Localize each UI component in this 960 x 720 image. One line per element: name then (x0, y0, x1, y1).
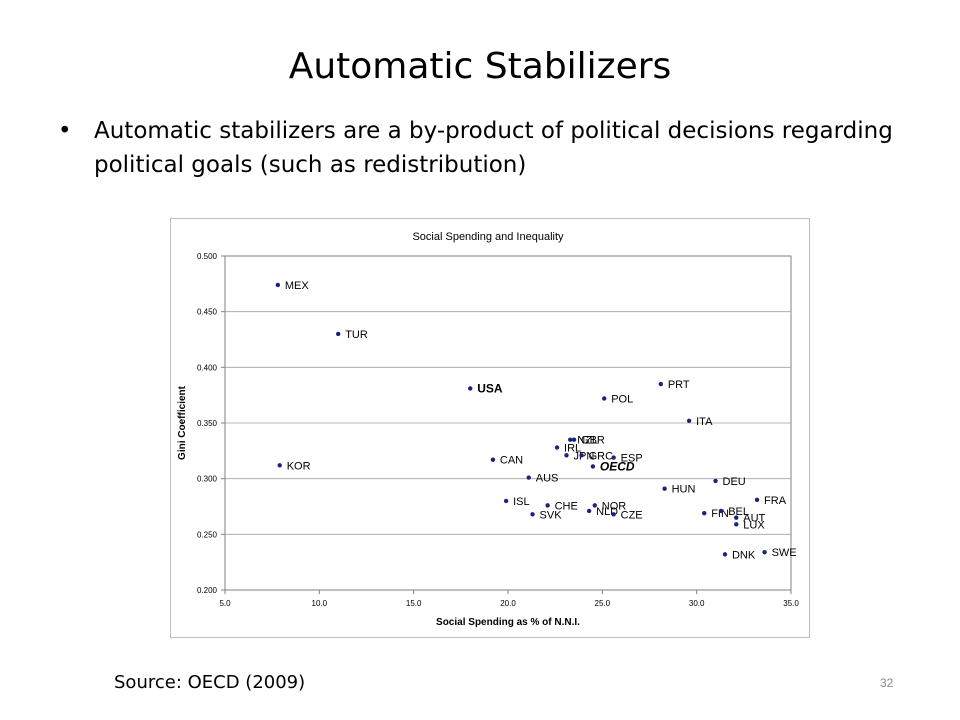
bullet-marker: • (58, 118, 72, 144)
data-point-jpn (564, 453, 569, 458)
data-point-aut (734, 515, 739, 520)
data-point-aus (526, 475, 531, 480)
data-point-grc (579, 453, 584, 458)
data-label-aus: AUS (536, 473, 559, 485)
axis-ticks: 0.200 0.250 0.300 0.350 0.400 0.450 0.500 5.0 10… (197, 252, 799, 608)
y-tick-label: 0.450 (197, 308, 218, 317)
y-tick-label: 0.300 (197, 475, 218, 484)
data-point-hun (662, 486, 667, 491)
data-point-kor (277, 463, 282, 468)
x-tick-label: 10.0 (312, 599, 328, 608)
data-point-deu (713, 478, 718, 484)
x-tick-label: 5.0 (219, 599, 231, 608)
chart-title: Social Spending and Inequality (412, 231, 564, 243)
data-point-cze (611, 512, 616, 517)
data-point-esp (611, 455, 616, 460)
data-label-cze: CZE (621, 509, 643, 521)
data-label-svk: SVK (540, 509, 563, 521)
x-tick-label: 35.0 (783, 599, 799, 608)
data-point-oecd (590, 464, 596, 469)
data-label-nzl: NZL (577, 435, 598, 447)
data-label-grc: GRC (589, 450, 614, 462)
data-label-swe: SWE (772, 547, 797, 559)
data-label-fra: FRA (764, 495, 787, 507)
x-tick-label: 25.0 (595, 599, 611, 608)
data-label-aut: AUT (743, 513, 765, 525)
data-point-nor (592, 503, 597, 508)
data-label-nld: NLD (596, 506, 618, 518)
data-point-isl (503, 498, 509, 504)
data-label-can: CAN (500, 455, 523, 467)
data-label-irl: IRL (564, 442, 581, 454)
y-tick-label: 0.500 (197, 252, 218, 261)
source-note: Source: OECD (2009) (114, 672, 306, 693)
y-tick-label: 0.200 (197, 586, 218, 595)
data-label-fin: FIN (711, 508, 729, 520)
data-label-oecd: OECD (600, 459, 635, 473)
x-tick-label: 15.0 (406, 599, 422, 608)
data-label-isl: ISL (513, 496, 530, 508)
data-point-dnk (722, 552, 728, 557)
data-point-lux (734, 522, 739, 527)
data-label-bel: BEL (728, 506, 749, 518)
data-point-gbr (571, 437, 577, 442)
data-point-fin (702, 510, 707, 516)
data-label-mex: MEX (285, 280, 310, 292)
data-point-pol (602, 396, 607, 401)
grid-lines (225, 311, 791, 535)
data-label-usa: USA (477, 381, 503, 395)
data-point-bel (718, 508, 724, 514)
data-label-esp: ESP (621, 453, 643, 465)
x-tick-label: 20.0 (500, 599, 516, 608)
data-label-gbr: GBR (581, 435, 605, 447)
data-point-che (545, 503, 550, 508)
data-point-tur (336, 331, 341, 337)
data-label-deu: DEU (723, 476, 746, 488)
data-point-can (490, 457, 496, 462)
y-tick-label: 0.250 (197, 530, 218, 539)
data-point-svk (530, 512, 535, 517)
bullet-text: Automatic stabilizers are a by-product o… (94, 118, 893, 178)
y-axis-label: Gini Coefficient (177, 385, 188, 460)
data-label-kor: KOR (287, 460, 311, 472)
data-label-jpn: JPN (573, 450, 594, 462)
data-label-prt: PRT (668, 379, 690, 391)
data-label-ita: ITA (696, 416, 713, 428)
data-label-che: CHE (555, 500, 578, 512)
scatter-chart-container: 0.200 0.250 0.300 0.350 0.400 0.450 0.500 5.0 10… (170, 218, 810, 638)
data-point-nld (586, 508, 592, 514)
data-point-prt (658, 381, 664, 387)
page-number: 32 (880, 676, 894, 690)
data-label-tur: TUR (345, 329, 368, 341)
data-label-nor: NOR (602, 500, 627, 512)
data-point-swe (762, 549, 767, 555)
data-point-fra (754, 497, 760, 503)
data-point-ita (686, 418, 692, 423)
data-point-nzl (568, 437, 573, 442)
data-label-pol: POL (611, 394, 633, 406)
y-tick-label: 0.400 (197, 363, 218, 372)
data-label-hun: HUN (672, 484, 696, 496)
scatter-chart: 0.200 0.250 0.300 0.350 0.400 0.450 0.500 5.0 10… (170, 218, 810, 638)
data-point-usa (468, 386, 473, 391)
x-axis-label: Social Spending as % of N.N.I. (436, 617, 580, 628)
y-tick-label: 0.350 (197, 419, 218, 428)
data-label-dnk: DNK (732, 549, 756, 561)
data-point-irl (554, 445, 560, 450)
slide-title: Automatic Stabilizers (288, 46, 672, 87)
data-point-mex (275, 282, 281, 288)
data-label-lux: LUX (743, 519, 765, 531)
x-tick-label: 30.0 (689, 599, 705, 608)
